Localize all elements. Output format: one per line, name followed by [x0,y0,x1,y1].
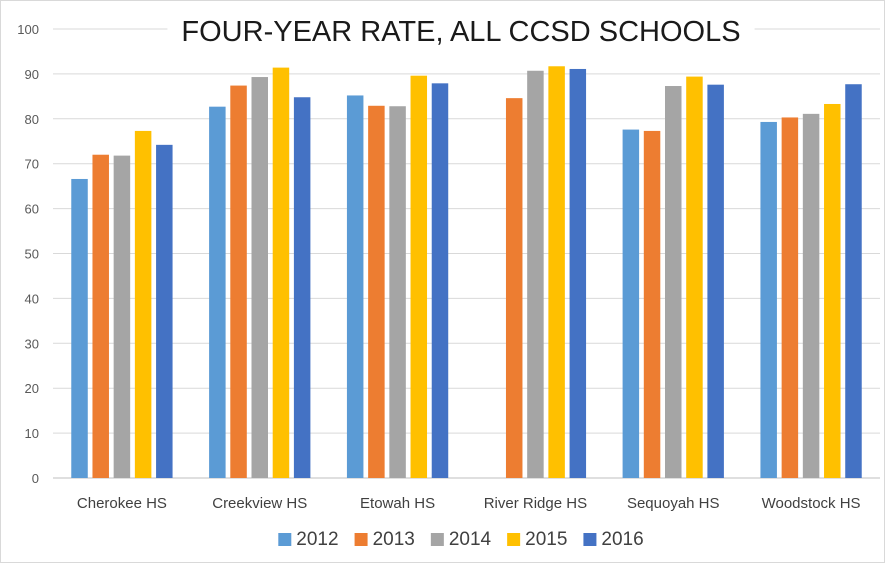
legend-item: 2014 [430,529,492,550]
bar [389,106,406,478]
legend: 2012 2013 2014 2015 2016 [278,529,644,550]
legend-swatch [430,533,444,546]
bar [643,130,661,478]
legend-swatch [278,533,292,546]
x-tick-label: Cherokee HS [77,495,167,512]
chart-title: FOUR-YEAR RATE, ALL CCSD SCHOOLS [181,16,740,48]
bar [272,67,290,478]
bar [71,178,88,478]
bar [665,86,682,478]
grid-layer [53,28,880,479]
x-tick-label: Etowah HS [360,495,435,512]
legend-label: 2014 [449,529,492,550]
legend-swatch [583,533,597,546]
bar [824,103,841,478]
x-tick-label: Sequoyah HS [627,495,720,512]
bar [92,154,109,478]
bar [293,97,311,479]
legend-label: 2013 [373,529,415,550]
legend-item: 2013 [354,529,415,550]
bar [622,129,640,479]
y-tick-label: 20 [25,381,39,396]
bar [845,84,862,479]
y-tick-label: 50 [25,247,39,262]
bar [230,85,247,478]
y-tick-label: 10 [25,426,39,441]
bar [113,155,131,479]
x-axis-labels: Cherokee HS Creekview HS Etowah HS River Ri… [77,495,861,512]
legend-label: 2012 [296,529,338,550]
y-tick-label: 30 [25,336,39,351]
bar [527,70,544,478]
bar [569,68,587,478]
x-tick-label: River Ridge HS [484,495,587,512]
y-tick-label: 100 [17,22,39,37]
legend-label: 2016 [601,529,643,550]
legend-item: 2015 [507,529,567,550]
bars-layer [71,66,862,479]
bar [156,144,173,479]
legend-item: 2012 [278,529,339,550]
chart-title-background [167,14,755,50]
y-axis-ticks: 0 10 20 30 40 50 60 70 80 90 100 [17,22,39,486]
bar [548,66,565,478]
bar [134,130,152,478]
y-tick-label: 40 [25,291,39,306]
bar [686,76,703,479]
bar [209,106,226,478]
y-tick-label: 60 [25,202,39,217]
legend-item: 2016 [583,529,644,550]
bar [251,77,268,478]
y-tick-label: 80 [25,112,39,127]
bar [410,75,428,479]
bar [781,117,799,478]
bar [505,98,523,479]
bar [802,113,820,479]
x-tick-label: Woodstock HS [762,495,861,512]
legend-swatch [507,533,521,546]
y-tick-label: 70 [25,157,39,172]
bar [707,84,724,479]
bar [346,95,364,479]
x-tick-label: Creekview HS [212,495,307,512]
bar [431,83,449,478]
y-tick-label: 90 [25,67,39,82]
legend-label: 2015 [525,529,567,550]
legend-swatch [354,533,368,546]
bar [368,105,385,479]
y-tick-label: 0 [32,471,39,486]
bar [760,121,777,479]
